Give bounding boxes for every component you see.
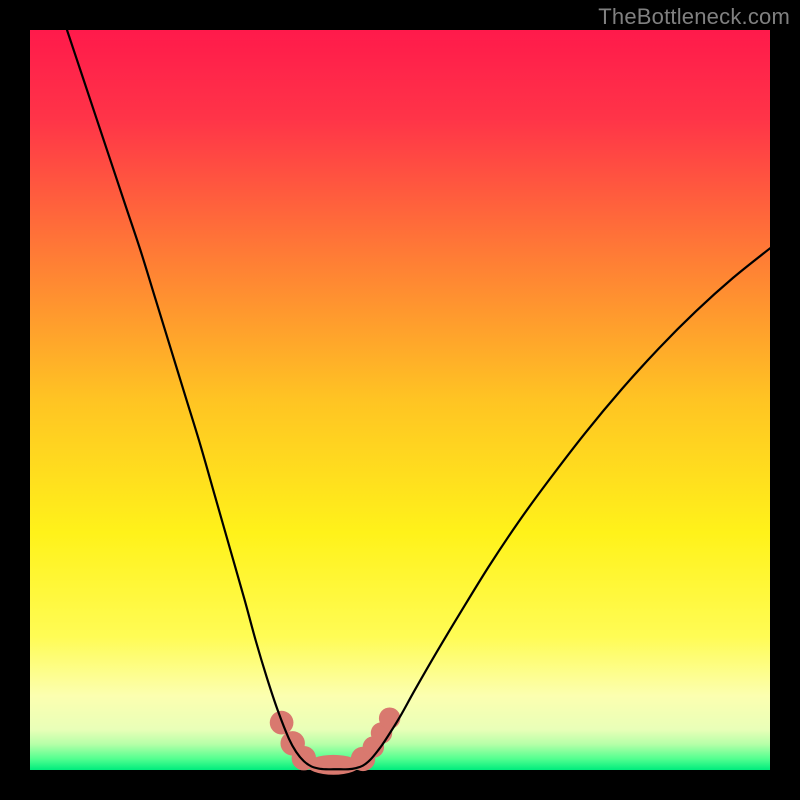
- watermark-text: TheBottleneck.com: [598, 4, 790, 30]
- bottleneck-curve-chart: [0, 0, 800, 800]
- plot-background: [30, 30, 770, 770]
- chart-container: TheBottleneck.com: [0, 0, 800, 800]
- bump-marker: [379, 707, 400, 728]
